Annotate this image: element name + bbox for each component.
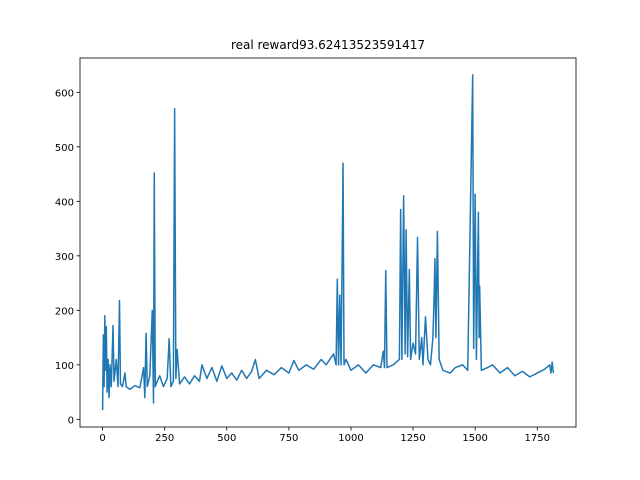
x-tick-label: 1750 bbox=[525, 433, 550, 444]
x-tick-label: 1500 bbox=[462, 433, 487, 444]
y-tick-label: 100 bbox=[55, 361, 74, 372]
y-tick-label: 0 bbox=[68, 415, 74, 426]
y-tick-label: 400 bbox=[55, 197, 74, 208]
data-line bbox=[101, 74, 555, 411]
plot-frame bbox=[79, 57, 577, 428]
x-tick-label: 1250 bbox=[400, 433, 425, 444]
y-tick-label: 600 bbox=[55, 88, 74, 99]
y-tick-label: 500 bbox=[55, 143, 74, 154]
y-tick-label: 200 bbox=[55, 306, 74, 317]
x-tick-label: 0 bbox=[99, 433, 105, 444]
chart-title: real reward93.62413523591417 bbox=[231, 38, 425, 52]
x-tick-label: 500 bbox=[217, 433, 236, 444]
x-tick-label: 250 bbox=[155, 433, 174, 444]
y-tick-label: 300 bbox=[55, 252, 74, 263]
x-tick-label: 1000 bbox=[338, 433, 363, 444]
x-tick-label: 750 bbox=[279, 433, 298, 444]
